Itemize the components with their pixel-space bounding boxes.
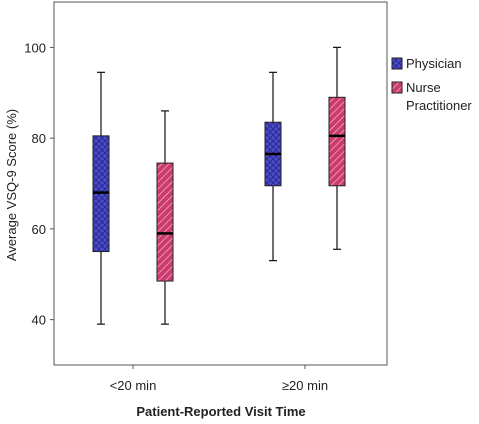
x-axis: <20 min ≥20 min [110, 365, 328, 393]
x-tick-label: <20 min [110, 378, 157, 393]
x-tick-label: ≥20 min [282, 378, 328, 393]
plot-area-frame [53, 1, 388, 366]
legend-swatch-physician [391, 57, 403, 70]
iqr-box [156, 162, 174, 282]
y-axis-title: Average VSQ-9 Score (%) [4, 109, 19, 261]
y-tick-label: 100 [24, 40, 46, 55]
box-physician [92, 71, 110, 325]
y-tick-label: 80 [32, 131, 46, 146]
legend: Physician Nurse Practitioner [391, 56, 472, 113]
iqr-box [328, 96, 346, 187]
y-axis: 40 60 80 100 [24, 40, 54, 328]
box-nurse-practitioner [328, 46, 346, 250]
legend-swatch-nurse-practitioner [391, 81, 403, 94]
legend-label: Nurse [406, 80, 441, 95]
y-tick-label: 60 [32, 222, 46, 237]
legend-label: Practitioner [406, 98, 472, 113]
legend-label: Physician [406, 56, 462, 71]
box-physician [264, 71, 282, 262]
box-series-group [92, 46, 346, 325]
y-tick-label: 40 [32, 313, 46, 328]
x-axis-title: Patient-Reported Visit Time [136, 404, 305, 419]
box-nurse-practitioner [156, 110, 174, 325]
